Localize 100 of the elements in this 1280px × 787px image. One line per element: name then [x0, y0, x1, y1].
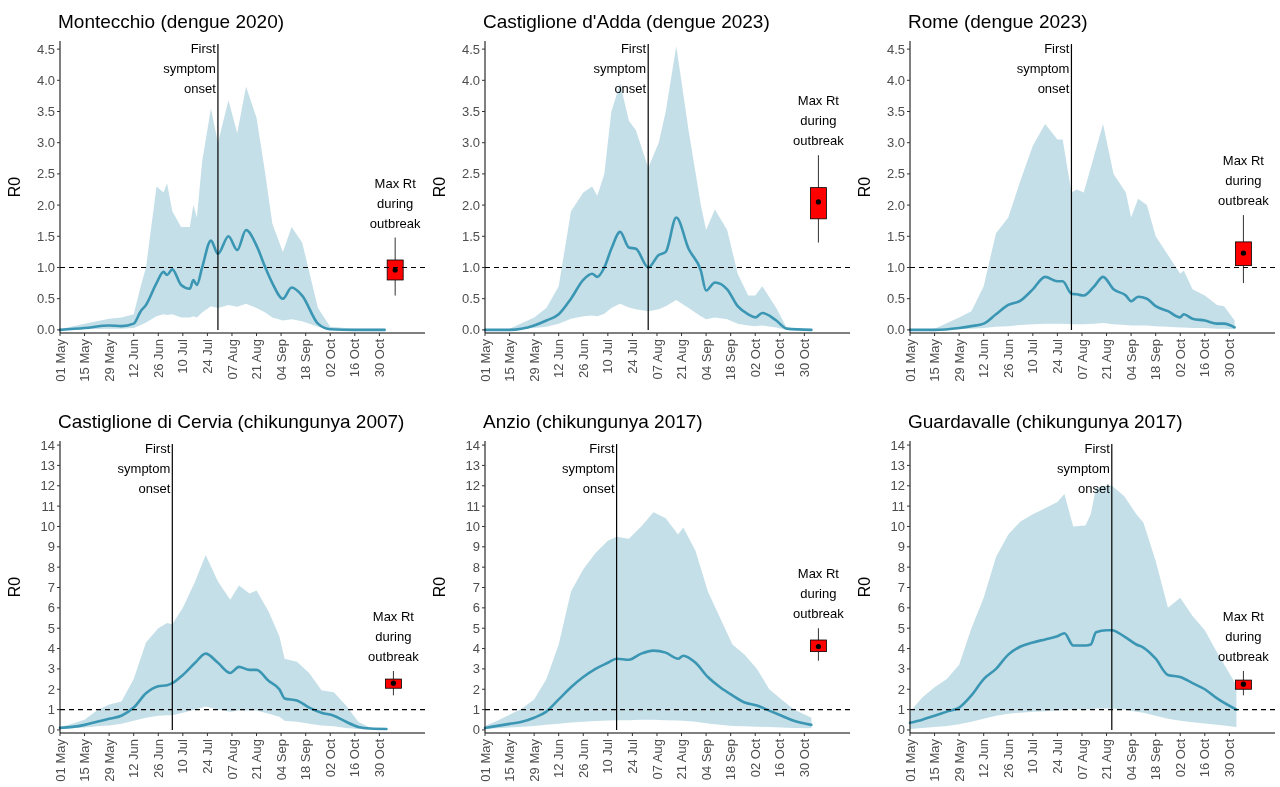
y-tick-label: 1.5	[461, 228, 480, 244]
y-tick-label: 1	[897, 702, 905, 718]
y-tick-label: 10	[465, 519, 480, 535]
x-tick-label: 29 May	[951, 738, 967, 782]
x-tick-label: 15 May	[502, 338, 518, 382]
y-tick-label: 6	[47, 600, 55, 616]
line-series	[483, 649, 813, 730]
y-tick-label: 2.5	[461, 166, 480, 182]
x-tick-label: 12 Jun	[126, 739, 142, 779]
x-tick-label: 21 Aug	[1099, 339, 1115, 380]
y-tick-label: 0.0	[461, 322, 480, 338]
x-tick-label: 01 May	[477, 738, 493, 782]
chart-title: Guardavalle (chikungunya 2017)	[908, 411, 1183, 432]
x-tick-label: 12 Jun	[551, 739, 567, 779]
y-tick-label: 4.5	[461, 41, 480, 57]
x-tick-label: 21 Aug	[249, 739, 265, 780]
x-tick-label: 02 Oct	[322, 338, 338, 378]
chart-title: Anzio (chikungunya 2017)	[483, 411, 703, 432]
x-tick-label: 29 May	[951, 338, 967, 382]
x-tick-label: 04 Sep	[1123, 739, 1139, 781]
x-tick-label: 30 Oct	[371, 338, 387, 378]
y-tick-label: 3.0	[886, 135, 905, 151]
y-tick-label: 3.5	[36, 104, 55, 120]
y-tick-label: 7	[472, 580, 480, 596]
x-tick-label: 01 May	[52, 338, 68, 382]
x-tick-label: 30 Oct	[796, 338, 812, 378]
y-tick-label: 0.0	[36, 322, 55, 338]
y-tick-label: 1.0	[461, 260, 480, 276]
x-tick-label: 26 Jun	[1000, 339, 1016, 379]
x-tick-label: 24 Jul	[624, 738, 640, 774]
x-tick-label: 10 Jul	[600, 338, 616, 374]
y-tick-label: 2.5	[36, 166, 55, 182]
y-tick-label: 14	[890, 437, 905, 453]
x-tick-label: 26 Jun	[150, 339, 166, 379]
y-tick-label: 9	[897, 539, 905, 555]
y-tick-label: 3.0	[461, 135, 480, 151]
y-tick-label: 3	[897, 661, 905, 677]
annotation: Max Rt during outbreak	[793, 93, 845, 149]
y-axis-title: R0	[856, 576, 873, 598]
x-tick-label: 07 Aug	[1074, 739, 1090, 780]
y-tick-label: 0	[47, 722, 55, 738]
x-tick-label: 10 Jul	[1025, 738, 1041, 774]
y-tick-label: 13	[40, 457, 55, 473]
x-tick-label: 07 Aug	[649, 339, 665, 380]
y-tick-label: 2	[472, 681, 480, 697]
x-tick-label: 04 Sep	[1123, 339, 1139, 381]
y-tick-label: 5	[897, 620, 905, 636]
x-tick-label: 26 Jun	[575, 739, 591, 779]
ref-line-label: First symptom onset	[1016, 41, 1070, 96]
x-tick-label: 29 May	[526, 338, 542, 382]
x-tick-label: 29 May	[101, 338, 117, 382]
line-series	[58, 228, 386, 332]
x-tick-label: 16 Oct	[347, 738, 363, 778]
y-tick-label: 4	[472, 641, 480, 657]
y-tick-label: 12	[465, 478, 480, 494]
x-tick-label: 15 May	[77, 338, 93, 382]
y-tick-label: 5	[472, 620, 480, 636]
y-axis-title: R0	[856, 176, 873, 198]
x-tick-label: 15 May	[502, 738, 518, 782]
x-tick-label: 12 Jun	[126, 339, 142, 379]
y-tick-label: 2.5	[886, 166, 905, 182]
x-tick-label: 01 May	[902, 738, 918, 782]
y-tick-label: 4	[47, 641, 55, 657]
line-series	[908, 275, 1236, 332]
y-axis-title: R0	[431, 576, 448, 598]
y-tick-label: 0	[472, 722, 480, 738]
chart-title: Castiglione di Cervia (chikungunya 2007)	[58, 411, 405, 432]
y-tick-label: 0	[897, 722, 905, 738]
x-tick-label: 12 Jun	[976, 739, 992, 779]
x-tick-label: 18 Sep	[723, 339, 739, 381]
y-tick-label: 1.5	[36, 228, 55, 244]
annotation: Max Rt during outbreak	[1218, 153, 1270, 209]
y-tick-label: 9	[472, 539, 480, 555]
x-tick-label: 26 Jun	[150, 739, 166, 779]
x-tick-label: 02 Oct	[747, 738, 763, 778]
x-tick-label: 04 Sep	[273, 739, 289, 781]
x-tick-label: 10 Jul	[600, 738, 616, 774]
x-tick-label: 18 Sep	[298, 739, 314, 781]
x-tick-label: 29 May	[101, 738, 117, 782]
ref-line-label: First symptom onset	[117, 441, 171, 496]
y-tick-label: 8	[47, 559, 55, 575]
y-tick-label: 1	[47, 702, 55, 718]
x-tick-label: 18 Sep	[1148, 739, 1164, 781]
ref-line-label: First symptom onset	[593, 41, 647, 96]
y-tick-label: 3.5	[461, 104, 480, 120]
x-tick-label: 04 Sep	[698, 339, 714, 381]
x-tick-label: 26 Jun	[1000, 739, 1016, 779]
x-tick-label: 21 Aug	[674, 739, 690, 780]
x-tick-label: 02 Oct	[747, 338, 763, 378]
x-tick-label: 16 Oct	[1197, 738, 1213, 778]
x-tick-label: 10 Jul	[175, 738, 191, 774]
x-tick-label: 15 May	[77, 738, 93, 782]
x-tick-label: 21 Aug	[674, 339, 690, 380]
x-tick-label: 07 Aug	[649, 739, 665, 780]
x-tick-label: 10 Jul	[175, 338, 191, 374]
annotation: Max Rt during outbreak	[793, 566, 845, 622]
x-tick-label: 10 Jul	[1025, 338, 1041, 374]
y-tick-label: 8	[897, 559, 905, 575]
y-tick-label: 3.0	[36, 135, 55, 151]
y-tick-label: 11	[891, 498, 905, 514]
